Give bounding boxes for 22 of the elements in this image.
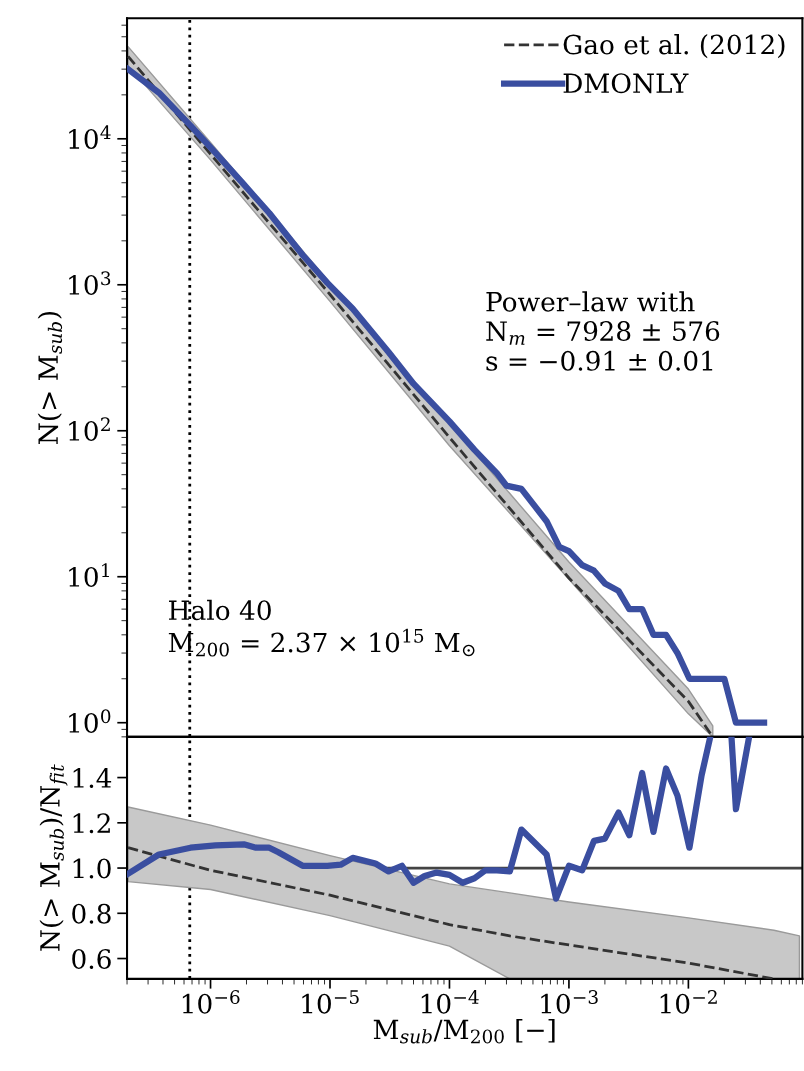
x-tick-label: 10$^{−4}$ [421,990,479,1014]
y-tick-label: 10$^{1}$ [69,563,109,587]
y-tick-label: 0.8 [72,903,111,924]
annotation: Power–law with N$_{m}$ = 7928 ± 576 s = −0.91 ± 0.01 [486,291,720,371]
y-tick-label: 1.4 [73,768,112,788]
y-tick-label: 10$^{0}$ [69,709,111,733]
y-tick-label: 1.2 [73,813,110,834]
y-tick-label: 10$^{4}$ [69,125,111,150]
y-tick-label: 1.0 [73,858,111,879]
y-axis-title: N(> M$_{sub}$) [37,311,63,444]
x-tick-label: 10$^{−6}$ [182,990,240,1014]
annotation: Halo 40 M$_{200}$ = 2.37 × 10$^{15}$ M$_{⊙}$ [168,599,475,657]
x-tick-label: 10$^{−3}$ [541,990,598,1014]
y-tick-label: 0.6 [72,948,111,969]
y-axis-title: N(> M$_{sub}$)/N$_{fit}$ [39,764,68,951]
x-tick-label: 10$^{−2}$ [660,990,717,1014]
legend-label: Gao et al. (2012) [563,34,785,59]
legend-label: DMONLY [563,73,689,94]
x-axis-title: M$_{sub}$/M$_{200}$ [−] [373,1019,555,1044]
y-tick-label: 10$^{3}$ [69,271,111,295]
x-tick-label: 10$^{−5}$ [302,990,359,1014]
y-tick-label: 10$^{2}$ [69,417,110,441]
